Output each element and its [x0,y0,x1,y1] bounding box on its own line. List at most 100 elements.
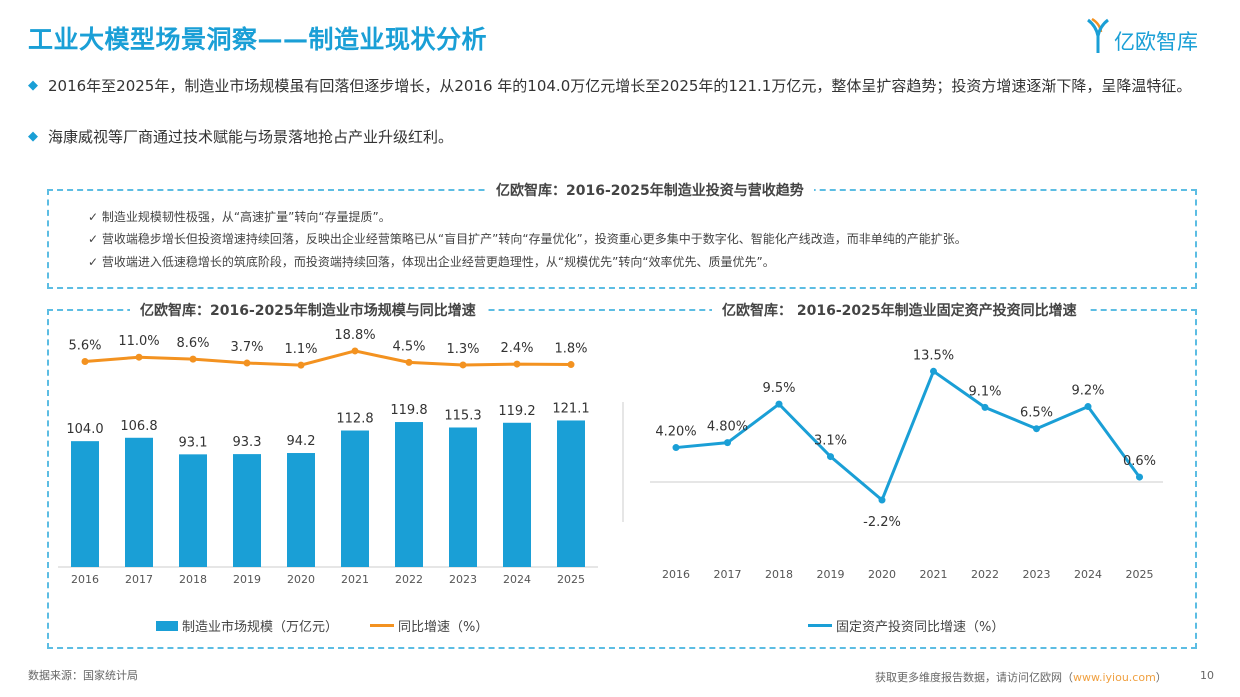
x-tick-label: 2018 [765,568,793,581]
growth-point [567,361,575,369]
x-tick-label: 2025 [557,573,585,586]
bar-label: 94.2 [287,434,316,449]
growth-label: 1.8% [554,342,587,357]
x-tick-label: 2016 [71,573,99,586]
investment-point [981,403,989,411]
website-link[interactable]: www.iyiou.com [1073,671,1156,684]
investment-label: 6.5% [1020,406,1053,421]
investment-line [675,368,1141,503]
bar [395,422,423,567]
bar [341,430,369,567]
bar [503,422,531,567]
growth-label: 2.4% [500,341,533,356]
x-tick-label: 2020 [287,573,315,586]
x-tick-label: 2021 [920,568,948,581]
legend-line-orange: 同比增速（%） [370,616,488,635]
growth-point [189,355,197,363]
x-tick-label: 2023 [449,573,477,586]
growth-label: 11.0% [118,334,159,349]
bar [449,427,477,567]
diamond-icon: ◆ [28,129,38,144]
check-icon: ✓ [88,232,99,246]
investment-point [775,400,783,408]
investment-point [827,453,834,461]
bar-label: 104.0 [66,422,103,437]
bar-label: 93.3 [233,435,262,450]
x-tick-label: 2021 [341,573,369,586]
data-source: 数据来源：国家统计局 [28,669,138,682]
investment-label: 9.5% [762,381,795,396]
growth-label: 5.6% [68,339,101,354]
page-title: 工业大模型场景洞察——制造业现状分析 [28,25,488,54]
investment-label: -2.2% [863,515,901,530]
growth-point [135,353,143,361]
growth-label: 3.7% [230,340,263,355]
footer-cta: 获取更多维度报告数据，请访问亿欧网（www.iyiou.com） [875,671,1167,684]
growth-point [81,358,89,366]
summary-title: 亿欧智库：2016-2025年制造业投资与营收趋势 [486,180,814,200]
check-icon: ✓ [88,255,99,269]
investment-label: 3.1% [814,434,847,449]
bar [71,441,99,567]
chart2-title: 亿欧智库： 2016-2025年制造业固定资产投资同比增速 [712,300,1087,320]
investment-label: 13.5% [913,348,954,363]
investment-point [1033,425,1040,433]
bar-label: 119.8 [390,403,427,418]
bar [557,420,585,567]
bar-label: 106.8 [120,419,157,434]
investment-label: 4.80% [707,420,748,435]
growth-label: 1.3% [446,342,479,357]
summary-item: ✓ 营收端进入低速稳增长的筑底阶段，而投资端持续回落，体现出企业经营更趋理性，从… [88,255,775,269]
logo-icon [1086,17,1110,54]
diamond-icon: ◆ [28,78,38,93]
x-tick-label: 2018 [179,573,207,586]
investment-point [1084,403,1092,411]
growth-line [84,349,572,367]
chart1-title: 亿欧智库：2016-2025年制造业市场规模与同比增速 [130,300,486,320]
x-tick-label: 2016 [662,568,690,581]
legend-line-swatch [370,624,394,627]
growth-label: 1.1% [284,342,317,357]
x-tick-label: 2022 [395,573,423,586]
divider [47,309,1197,311]
x-tick-label: 2017 [714,568,742,581]
investment-label: 9.1% [968,384,1001,399]
check-icon: ✓ [88,210,99,224]
charts-box [47,309,1197,649]
x-tick-label: 2017 [125,573,153,586]
growth-point [459,361,467,369]
bar-label: 121.1 [552,401,589,416]
investment-label: 0.6% [1123,454,1156,469]
summary-item: ✓ 营收端稳步增长但投资增速持续回落，反映出企业经营策略已从“盲目扩产”转向“存… [88,232,967,246]
bullet-2: ◆ 海康威视等厂商通过技术赋能与场景落地抢占产业升级红利。 [28,128,454,146]
legend-bar: 制造业市场规模（万亿元） [156,616,338,635]
x-tick-label: 2022 [971,568,999,581]
investment-point [1136,473,1143,481]
bar [125,437,153,567]
bar-label: 115.3 [444,408,481,423]
x-tick-label: 2023 [1023,568,1051,581]
legend-bar-swatch [156,620,178,631]
investment-label: 9.2% [1071,384,1104,399]
growth-point [297,361,305,369]
bar-label: 93.1 [179,435,208,450]
bullet-1: ◆ 2016年至2025年，制造业市场规模虽有回落但逐步增长，从2016 年的10… [28,77,1192,95]
legend-line-swatch [808,624,832,627]
x-tick-label: 2024 [1074,568,1102,581]
page-number: 10 [1200,669,1214,682]
summary-item: ✓ 制造业规模韧性极强，从“高速扩量”转向“存量提质”。 [88,210,391,224]
growth-point [243,359,251,367]
bar [287,453,315,567]
growth-label: 4.5% [392,339,425,354]
legend-line-blue: 固定资产投资同比增速（%） [808,616,1004,635]
investment-label: 4.20% [655,425,696,440]
growth-point [513,360,521,368]
logo-text: 亿欧智库 [1114,30,1198,54]
bar-label: 112.8 [336,412,373,427]
x-tick-label: 2025 [1126,568,1154,581]
growth-label: 8.6% [176,336,209,351]
bar [233,454,261,567]
x-tick-label: 2020 [868,568,896,581]
bar [179,454,207,567]
